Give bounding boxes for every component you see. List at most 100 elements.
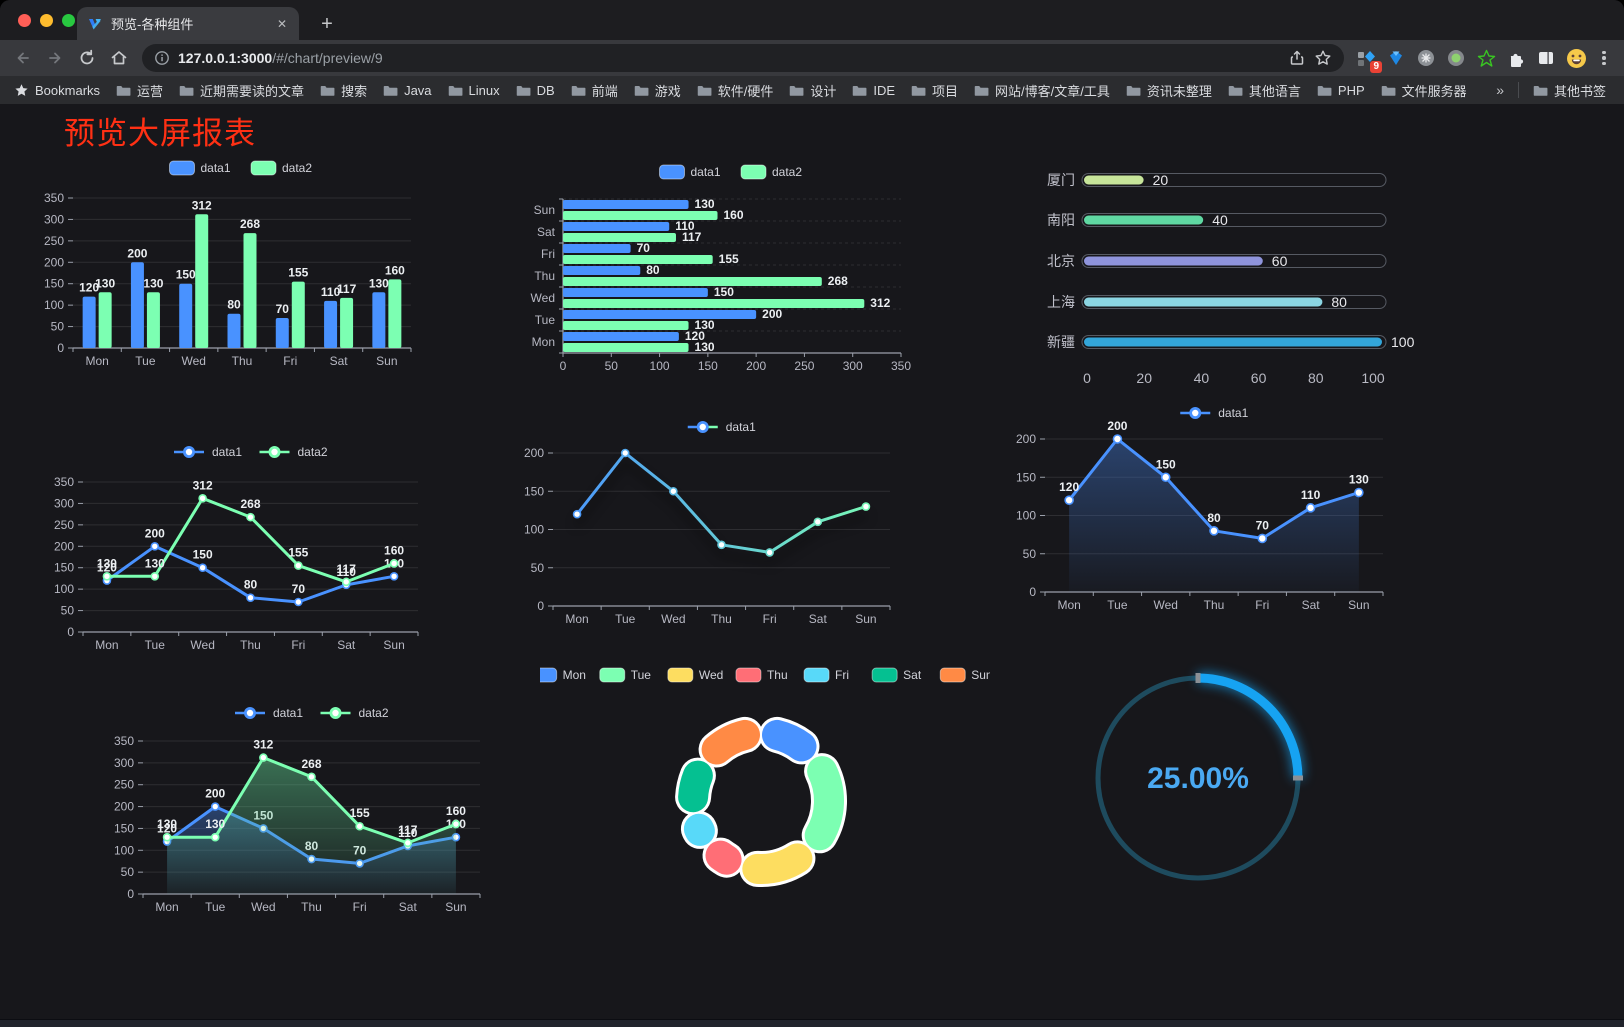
capsule-bar-chart[interactable]: 厦门 20 南阳 40 北京 60 上海 80 新疆 100 0 20 40 60 80 100 — [985, 150, 1424, 400]
bookmark-folder[interactable]: 文件服务器 — [1373, 79, 1475, 101]
legend-item-Tue[interactable]: Tue — [599, 667, 652, 683]
tab-close-icon[interactable]: ✕ — [276, 16, 287, 31]
legend-item-Sun[interactable]: Sun — [939, 667, 993, 683]
svg-text:150: 150 — [44, 277, 64, 291]
new-tab-button[interactable]: + — [321, 12, 333, 35]
forward-button[interactable] — [40, 43, 70, 73]
svg-text:200: 200 — [524, 446, 544, 460]
green-star-extension-icon[interactable] — [1472, 44, 1500, 72]
legend-item-Thu[interactable]: Thu — [735, 667, 788, 683]
pie-slice-Wed[interactable] — [742, 843, 813, 884]
other-bookmarks-folder[interactable]: 其他书签 — [1525, 79, 1614, 101]
svg-text:50: 50 — [1023, 547, 1037, 561]
svg-text:Mon: Mon — [563, 668, 586, 682]
address-bar[interactable]: 127.0.0.1:3000/#/chart/preview/9 — [142, 44, 1344, 72]
gem-extension-icon[interactable] — [1382, 44, 1410, 72]
double-area-line-chart[interactable]: data1 data2 0 50 100 150 200 250 300 350 Mon Tue Wed… — [95, 700, 535, 930]
svg-text:300: 300 — [114, 756, 134, 770]
legend-item-data1[interactable]: data1 — [169, 160, 231, 176]
browser-menu-button[interactable] — [1592, 44, 1616, 72]
maximize-window-button[interactable] — [62, 14, 75, 27]
vue-devtools-extension-icon[interactable]: 9 — [1352, 44, 1382, 73]
pie-slice-Tue[interactable] — [804, 756, 844, 851]
area-line-chart[interactable]: data1 0 50 100 150 200 Mon Tue Wed Thu Fri Sat Sun 12… — [985, 380, 1425, 620]
back-button[interactable] — [8, 43, 38, 73]
svg-text:155: 155 — [288, 266, 308, 280]
svg-text:0: 0 — [67, 625, 74, 639]
legend-item-data1[interactable]: data1 — [659, 164, 721, 180]
site-info-icon[interactable] — [154, 50, 170, 66]
bookmark-folder[interactable]: 设计 — [781, 79, 844, 101]
pie-slice-Mon[interactable] — [762, 719, 817, 762]
bookmark-folder[interactable]: 前端 — [563, 79, 626, 101]
svg-text:25.00%: 25.00% — [1147, 762, 1249, 795]
bookmark-folder-label: Java — [404, 82, 432, 98]
pie-slice-Sun[interactable] — [701, 719, 760, 765]
svg-text:data2: data2 — [298, 445, 328, 459]
bookmark-star-icon[interactable] — [1314, 49, 1332, 67]
bookmarks-overflow-chevron[interactable]: » — [1496, 82, 1504, 98]
bookmark-folder[interactable]: 游戏 — [626, 79, 689, 101]
doughnut-chart[interactable]: Mon Tue Wed Thu Fri Sat Sun — [531, 660, 993, 960]
bookmark-folder[interactable]: Java — [375, 79, 439, 101]
bookmark-folder[interactable]: IDE — [844, 79, 903, 101]
share-icon[interactable] — [1288, 49, 1306, 67]
gradient-line-chart[interactable]: data1 0 50 100 150 200 Mon Tue Wed Thu Fri Sat Sun — [495, 400, 935, 635]
legend-item-Fri[interactable]: Fri — [803, 667, 849, 683]
bookmark-folder[interactable]: 运营 — [108, 79, 171, 101]
legend-item-Mon[interactable]: Mon — [531, 667, 586, 683]
legend-item-Sat[interactable]: Sat — [871, 667, 922, 683]
bookmark-folder[interactable]: 资讯未整理 — [1118, 79, 1220, 101]
bookmark-folder[interactable]: 其他语言 — [1220, 79, 1309, 101]
legend-item-data2[interactable]: data2 — [740, 164, 802, 180]
bookmark-folder[interactable]: DB — [508, 79, 563, 101]
horizontal-bar-chart[interactable]: data1 data2 Sun Sat Fri Thu Wed Tue Mon 0 50 100 150… — [500, 148, 930, 383]
svg-text:130: 130 — [205, 817, 225, 831]
home-button[interactable] — [104, 43, 134, 73]
svg-text:50: 50 — [61, 604, 75, 618]
pie-slice-Thu[interactable] — [705, 840, 742, 875]
line-chart[interactable]: data1 data2 0 50 100 150 200 250 300 350 Mon Tue Wed… — [40, 440, 480, 670]
bookmark-folder[interactable]: Linux — [440, 79, 508, 101]
svg-text:0: 0 — [560, 359, 567, 373]
svg-text:130: 130 — [695, 318, 715, 332]
svg-text:312: 312 — [192, 198, 212, 212]
folder-icon — [974, 85, 989, 96]
legend-item-data2[interactable]: data2 — [259, 445, 328, 459]
legend-item-data1[interactable]: data1 — [687, 420, 756, 434]
svg-text:Tue: Tue — [145, 638, 166, 652]
bookmark-folder-label: IDE — [873, 82, 896, 98]
svg-text:120: 120 — [685, 329, 705, 343]
bookmark-folder[interactable]: 软件/硬件 — [689, 79, 782, 101]
bookmark-folder[interactable]: 网站/博客/文章/工具 — [966, 79, 1118, 101]
legend-item-data1[interactable]: data1 — [235, 706, 303, 720]
recorder-extension-icon[interactable] — [1442, 44, 1470, 72]
bookmark-folder[interactable]: 搜索 — [312, 79, 375, 101]
svg-text:100: 100 — [44, 298, 64, 312]
command-extension-icon[interactable] — [1412, 44, 1440, 72]
bookmark-folder[interactable]: 近期需要读的文章 — [171, 79, 312, 101]
ring-progress-chart[interactable]: 25.00% — [1040, 660, 1370, 960]
svg-text:130: 130 — [1349, 473, 1369, 487]
grouped-bar-chart[interactable]: data1 data2 0 50 100 150 200 250 300 350 Mon Tue Wed… — [40, 144, 480, 379]
side-panel-icon[interactable] — [1532, 44, 1560, 72]
svg-text:200: 200 — [1016, 432, 1036, 446]
profile-avatar-emoji[interactable] — [1562, 44, 1590, 72]
pie-slice-Sat[interactable] — [678, 760, 713, 813]
svg-text:312: 312 — [253, 738, 273, 752]
legend-item-data1[interactable]: data1 — [174, 445, 242, 459]
svg-text:Tue: Tue — [615, 612, 636, 626]
bookmark-folder[interactable]: 项目 — [903, 79, 966, 101]
bookmarks-manager[interactable]: Bookmarks — [10, 79, 108, 101]
legend-item-data1[interactable]: data1 — [1180, 406, 1249, 420]
pie-slice-Fri[interactable] — [683, 813, 715, 846]
legend-item-Wed[interactable]: Wed — [667, 667, 723, 683]
extensions-puzzle-icon[interactable] — [1502, 44, 1530, 72]
legend-item-data2[interactable]: data2 — [320, 706, 389, 720]
bookmark-folder[interactable]: PHP — [1309, 79, 1373, 101]
minimize-window-button[interactable] — [40, 14, 53, 27]
legend-item-data2[interactable]: data2 — [250, 160, 312, 176]
reload-button[interactable] — [72, 43, 102, 73]
close-window-button[interactable] — [18, 14, 31, 27]
browser-tab[interactable]: 预览-各种组件 ✕ — [77, 7, 299, 40]
